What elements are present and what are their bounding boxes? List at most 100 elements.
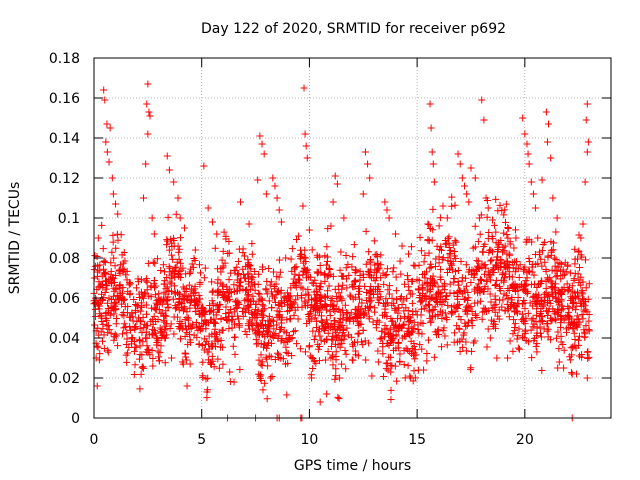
data-point <box>450 302 458 310</box>
data-point <box>362 289 370 297</box>
data-point <box>345 271 353 279</box>
data-point <box>201 341 209 349</box>
data-point <box>477 275 485 283</box>
data-point <box>214 301 222 309</box>
data-point <box>451 247 459 255</box>
data-point <box>185 281 193 289</box>
x-tick-label: 5 <box>197 432 206 448</box>
data-point <box>258 300 266 308</box>
data-point <box>468 307 476 315</box>
data-point <box>306 342 314 350</box>
data-point <box>332 352 340 360</box>
data-point <box>355 287 363 295</box>
data-point <box>584 354 592 362</box>
data-point <box>208 352 216 360</box>
data-point <box>342 252 350 260</box>
data-point <box>118 300 126 308</box>
data-point <box>360 311 368 319</box>
data-point <box>277 218 285 226</box>
data-point <box>426 264 434 272</box>
data-point <box>425 306 433 314</box>
data-point <box>425 221 433 229</box>
data-point <box>331 375 339 383</box>
data-point <box>443 316 451 324</box>
data-point <box>135 336 143 344</box>
data-point <box>263 290 271 298</box>
data-point <box>569 299 577 307</box>
data-point <box>165 166 173 174</box>
data-point <box>488 305 496 313</box>
data-point <box>137 370 145 378</box>
data-point <box>159 261 167 269</box>
data-point <box>204 204 212 212</box>
data-point <box>430 306 438 314</box>
data-point <box>108 174 116 182</box>
data-point <box>316 253 324 261</box>
data-point <box>98 221 106 229</box>
data-point <box>482 264 490 272</box>
data-point <box>338 272 346 280</box>
data-point <box>321 302 329 310</box>
data-point <box>175 255 183 263</box>
data-point <box>257 371 265 379</box>
data-point <box>406 372 414 380</box>
data-point <box>271 298 279 306</box>
data-point <box>143 334 151 342</box>
data-point <box>299 267 307 275</box>
data-point <box>278 298 286 306</box>
data-point <box>557 323 565 331</box>
data-point <box>542 307 550 315</box>
data-point <box>578 288 586 296</box>
data-point <box>326 265 334 273</box>
data-point <box>555 358 563 366</box>
data-point <box>503 230 511 238</box>
data-point <box>500 211 508 219</box>
data-point <box>297 251 305 259</box>
data-point <box>374 265 382 273</box>
data-point <box>311 314 319 322</box>
data-point <box>355 319 363 327</box>
data-point <box>265 264 273 272</box>
data-point <box>150 304 158 312</box>
data-point <box>520 285 528 293</box>
data-point <box>583 148 591 156</box>
data-point <box>233 297 241 305</box>
data-point <box>370 237 378 245</box>
data-point <box>579 220 587 228</box>
data-point <box>357 311 365 319</box>
data-point <box>338 306 346 314</box>
data-point <box>211 325 219 333</box>
data-point <box>190 298 198 306</box>
data-point <box>332 340 340 348</box>
data-point <box>542 284 550 292</box>
data-point <box>342 316 350 324</box>
data-point <box>170 178 178 186</box>
data-point <box>112 200 120 208</box>
data-point <box>220 292 228 300</box>
data-point <box>225 249 233 257</box>
data-point <box>346 291 354 299</box>
data-point <box>194 326 202 334</box>
data-point <box>538 313 546 321</box>
data-point <box>398 242 406 250</box>
data-point <box>234 257 242 265</box>
data-point <box>522 277 530 285</box>
data-point <box>190 331 198 339</box>
data-point <box>209 287 217 295</box>
data-point <box>104 348 112 356</box>
data-point <box>511 320 519 328</box>
data-point <box>498 206 506 214</box>
data-point <box>102 270 110 278</box>
data-point <box>260 343 268 351</box>
y-axis-label: SRMTID / TECUs <box>7 182 23 295</box>
data-point <box>404 362 412 370</box>
data-point <box>104 346 112 354</box>
data-point <box>385 290 393 298</box>
data-point <box>190 254 198 262</box>
data-point <box>377 274 385 282</box>
data-point <box>329 361 337 369</box>
data-point <box>523 140 531 148</box>
data-point <box>136 385 144 393</box>
data-point <box>463 310 471 318</box>
data-point <box>132 284 140 292</box>
